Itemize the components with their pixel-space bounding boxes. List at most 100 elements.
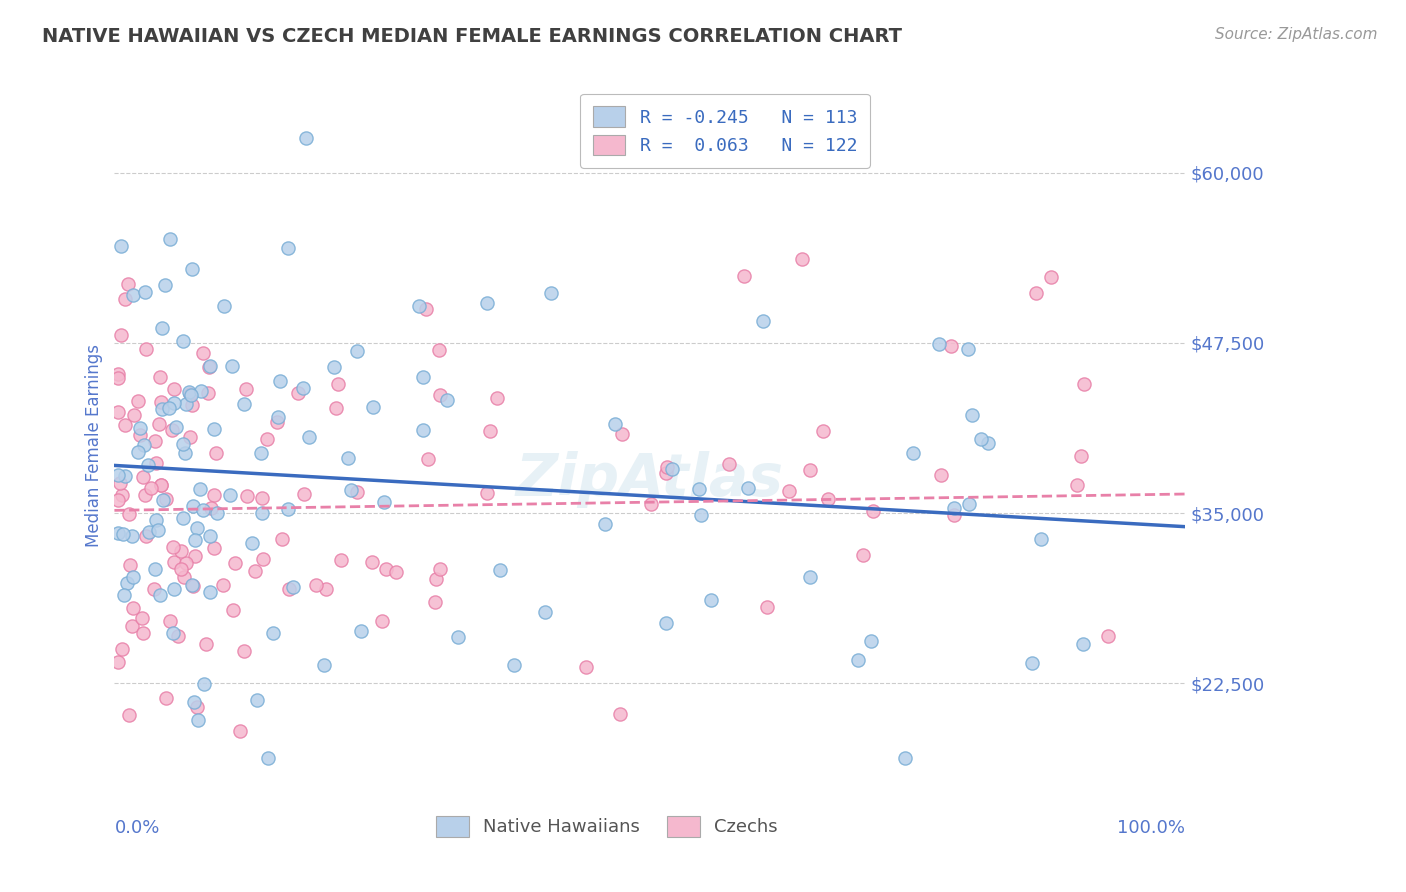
Point [412, 423, 434, 437]
Point [799, 570, 821, 584]
Point [152, 493, 174, 508]
Point [129, 420, 152, 434]
Point [179, 386, 201, 401]
Point [135, 529, 157, 543]
Point [312, 658, 335, 673]
Point [180, 577, 202, 591]
Point [256, 751, 278, 765]
Point [135, 342, 157, 356]
Point [118, 708, 141, 723]
Point [198, 359, 221, 374]
Text: 100.0%: 100.0% [1118, 820, 1185, 838]
Point [224, 556, 246, 570]
Point [267, 409, 290, 424]
Point [177, 384, 200, 399]
Point [931, 468, 953, 483]
Point [112, 588, 135, 602]
Point [305, 578, 328, 592]
Point [1021, 656, 1043, 670]
Point [167, 629, 190, 643]
Point [188, 483, 211, 497]
Point [163, 396, 186, 410]
Point [329, 553, 352, 567]
Point [114, 292, 136, 306]
Point [150, 321, 173, 335]
Point [852, 549, 875, 563]
Point [197, 386, 219, 401]
Point [143, 434, 166, 448]
Point [114, 469, 136, 483]
Point [193, 677, 215, 691]
Point [117, 277, 139, 292]
Point [174, 397, 197, 411]
Point [323, 360, 346, 375]
Text: NATIVE HAWAIIAN VS CZECH MEDIAN FEMALE EARNINGS CORRELATION CHART: NATIVE HAWAIIAN VS CZECH MEDIAN FEMALE E… [42, 27, 903, 45]
Point [159, 232, 181, 246]
Point [187, 713, 209, 727]
Point [661, 462, 683, 476]
Point [903, 446, 925, 460]
Point [429, 387, 451, 401]
Point [122, 288, 145, 302]
Point [121, 601, 143, 615]
Point [186, 521, 208, 535]
Point [957, 343, 980, 357]
Point [118, 558, 141, 573]
Point [384, 566, 406, 580]
Point [163, 555, 186, 569]
Point [190, 384, 212, 399]
Point [957, 497, 980, 511]
Point [172, 436, 194, 450]
Point [337, 451, 360, 466]
Point [1073, 377, 1095, 392]
Point [184, 533, 207, 547]
Point [436, 393, 458, 408]
Point [540, 286, 562, 301]
Point [811, 424, 834, 438]
Point [134, 488, 156, 502]
Point [846, 653, 869, 667]
Point [205, 506, 228, 520]
Point [942, 500, 965, 515]
Point [375, 561, 398, 575]
Point [534, 605, 557, 619]
Point [205, 446, 228, 460]
Point [737, 481, 759, 495]
Point [262, 625, 284, 640]
Point [939, 339, 962, 353]
Point [859, 634, 882, 648]
Point [425, 595, 447, 609]
Point [295, 131, 318, 145]
Point [235, 489, 257, 503]
Point [145, 457, 167, 471]
Text: Source: ZipAtlas.com: Source: ZipAtlas.com [1215, 27, 1378, 42]
Point [425, 573, 447, 587]
Point [249, 446, 271, 460]
Point [292, 487, 315, 501]
Point [179, 430, 201, 444]
Point [977, 436, 1000, 450]
Point [172, 334, 194, 348]
Point [447, 630, 470, 644]
Point [429, 562, 451, 576]
Point [477, 486, 499, 500]
Point [1066, 477, 1088, 491]
Point [159, 614, 181, 628]
Point [291, 381, 314, 395]
Point [361, 555, 384, 569]
Point [655, 466, 678, 480]
Point [131, 611, 153, 625]
Point [1071, 637, 1094, 651]
Point [733, 268, 755, 283]
Point [418, 452, 440, 467]
Point [110, 642, 132, 657]
Point [270, 532, 292, 546]
Point [183, 579, 205, 593]
Point [350, 624, 373, 638]
Point [142, 582, 165, 597]
Point [326, 376, 349, 391]
Point [792, 252, 814, 266]
Point [155, 690, 177, 705]
Point [121, 528, 143, 542]
Point [1040, 269, 1063, 284]
